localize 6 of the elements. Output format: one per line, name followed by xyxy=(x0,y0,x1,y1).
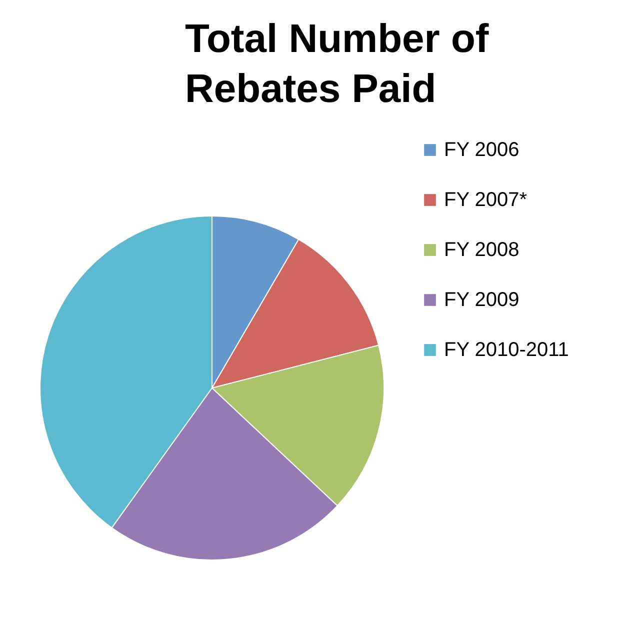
legend-label: FY 2010-2011 xyxy=(444,339,569,361)
chart-title: Total Number of Rebates Paid xyxy=(185,17,490,111)
legend-label: FY 2008 xyxy=(444,239,520,261)
legend-label: FY 2007* xyxy=(444,189,528,211)
legend-label: FY 2009 xyxy=(444,289,520,311)
legend-label: FY 2006 xyxy=(444,139,520,161)
